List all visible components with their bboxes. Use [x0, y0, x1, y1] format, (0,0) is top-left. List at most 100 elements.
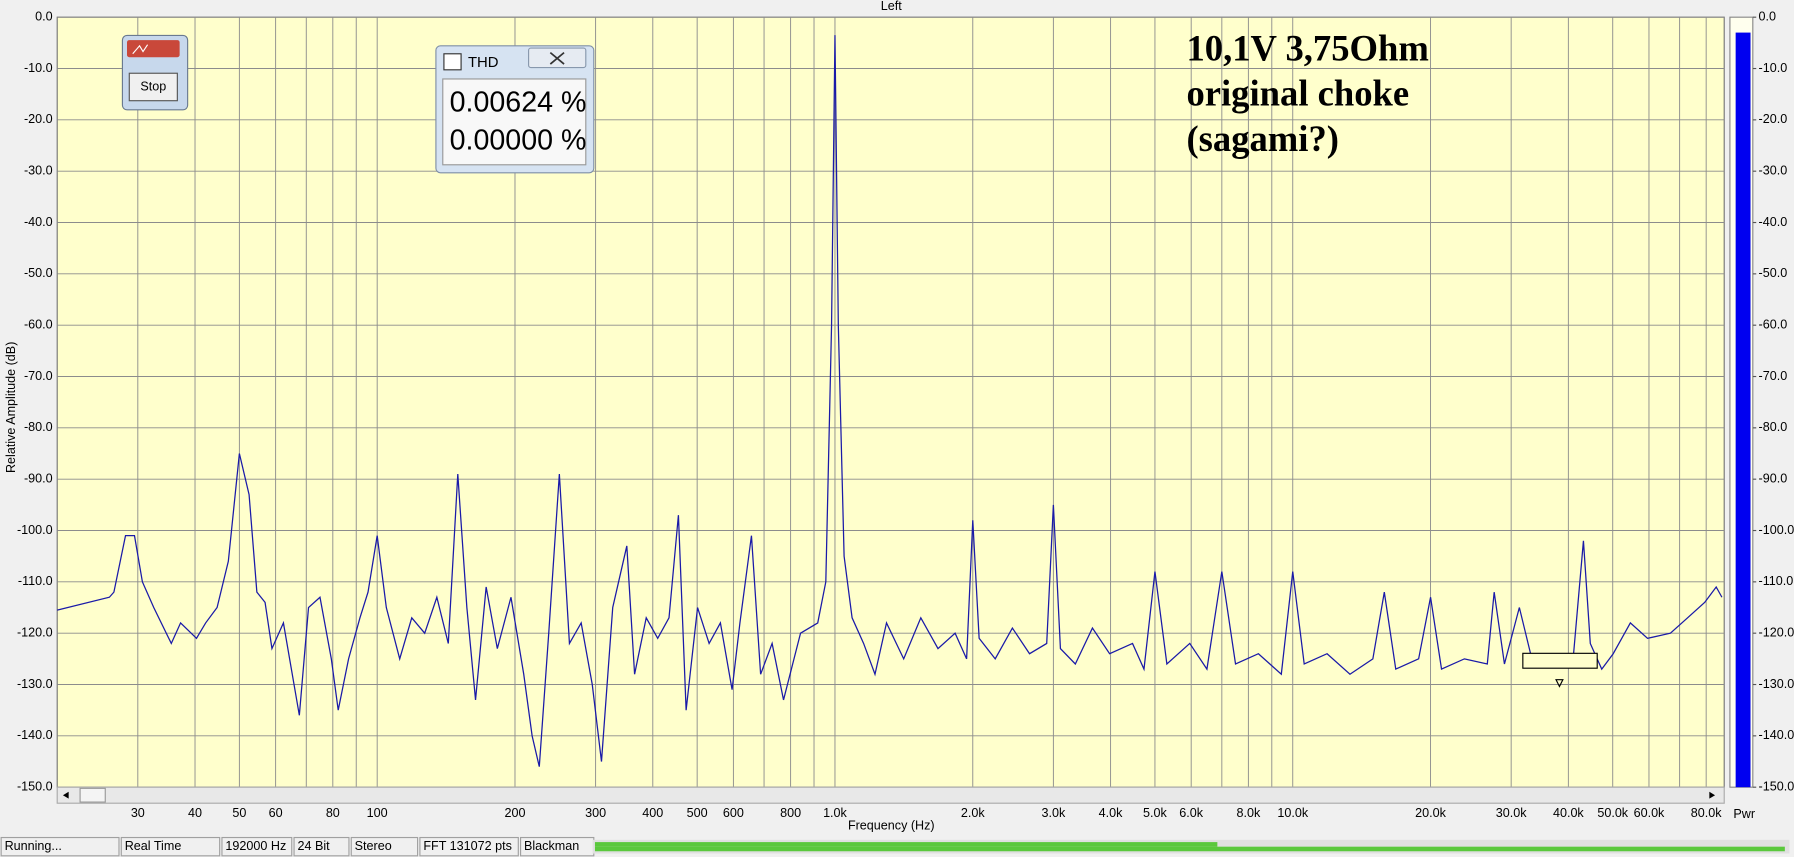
x-tick-label: 3.0k	[1041, 806, 1065, 820]
y-tick-label: -10.0	[24, 61, 53, 75]
annotation: (sagami?)	[1186, 118, 1339, 159]
x-tick-label: 200	[504, 806, 525, 820]
x-tick-label: 30	[131, 806, 145, 820]
annotation: 10,1V 3,75Ohm	[1186, 28, 1428, 69]
y2-tick-label: -20.0	[1759, 112, 1788, 126]
scrollbar[interactable]	[56, 786, 1725, 804]
x-tick-label: 4.0k	[1099, 806, 1123, 820]
x-tick-label: 60	[269, 806, 283, 820]
x-tick-label: 600	[723, 806, 744, 820]
spectrum-line	[57, 35, 1723, 767]
thd-value: 0.00624 %	[450, 87, 587, 119]
y-tick-label: -20.0	[24, 112, 53, 126]
x-tick-label: 800	[780, 806, 801, 820]
y-tick-label: -70.0	[24, 369, 53, 383]
y-tick-label: -110.0	[18, 574, 53, 588]
x-tick-label: 10.0k	[1277, 806, 1308, 820]
thd-value: 0.00000 %	[450, 124, 587, 156]
y-tick-label: -60.0	[24, 318, 53, 332]
y-tick-label: -120.0	[17, 626, 53, 640]
y-tick-label: -40.0	[24, 215, 53, 229]
marker-arrow	[1555, 679, 1564, 688]
x-tick-label: 300	[585, 806, 606, 820]
scroll-left[interactable]	[62, 791, 69, 799]
y2-tick-label: -110.0	[1759, 574, 1794, 588]
plot-area	[56, 16, 1725, 788]
status-text: Real Time	[125, 839, 182, 853]
x-tick-label: 2.0k	[961, 806, 985, 820]
meter-bar	[1735, 32, 1751, 788]
y-tick-label: -130.0	[17, 677, 53, 691]
x-tick-label: 80	[326, 806, 340, 820]
y-tick-label: -100.0	[17, 523, 53, 537]
status-text: 192000 Hz	[225, 839, 286, 853]
x-tick-label: 40.0k	[1553, 806, 1584, 820]
y2-tick-label: -100.0	[1759, 523, 1794, 537]
status-text: 24 Bit	[297, 839, 330, 853]
scroll-right[interactable]	[1709, 791, 1716, 799]
y2-tick-label: -70.0	[1759, 369, 1788, 383]
x-tick-label: 500	[687, 806, 708, 820]
x-tick-label: 100	[367, 806, 388, 820]
y2-tick-label: -150.0	[1759, 780, 1794, 794]
y-tick-label: 0.0	[35, 10, 53, 24]
status-text: Stereo	[355, 839, 392, 853]
y-tick-label: -90.0	[24, 472, 53, 486]
y2-tick-label: -80.0	[1759, 420, 1788, 434]
stop-label[interactable]: Stop	[140, 79, 166, 93]
y2-tick-label: 0.0	[1759, 10, 1777, 24]
x-tick-label: 400	[642, 806, 663, 820]
y-tick-label: -140.0	[17, 728, 53, 742]
y2-tick-label: -130.0	[1759, 677, 1794, 691]
plot	[57, 35, 1723, 767]
x-tick-label: 40	[188, 806, 202, 820]
y2-tick-label: -10.0	[1759, 61, 1788, 75]
stop-button[interactable]	[128, 72, 178, 102]
x-tick-label: 60.0k	[1634, 806, 1665, 820]
meter-label: Pwr	[1733, 807, 1755, 821]
status-text: Running...	[5, 839, 62, 853]
x-tick-label: 1.0k	[823, 806, 847, 820]
status-text: Blackman	[524, 839, 579, 853]
x-tick-label: 8.0k	[1236, 806, 1260, 820]
annotation: original choke	[1186, 72, 1409, 113]
y2-tick-label: -90.0	[1759, 472, 1788, 486]
scroll-thumb[interactable]	[79, 787, 106, 803]
level-bar	[594, 842, 1218, 847]
x-tick-label: 20.0k	[1415, 806, 1446, 820]
y2-tick-label: -120.0	[1759, 626, 1794, 640]
y-tick-label: -30.0	[24, 164, 53, 178]
marker-box	[1522, 652, 1598, 669]
y2-tick-label: -50.0	[1759, 266, 1788, 280]
chart-title: Left	[881, 0, 902, 13]
y-tick-label: -50.0	[24, 266, 53, 280]
x-tick-label: 30.0k	[1496, 806, 1527, 820]
x-tick-label: 50	[232, 806, 246, 820]
status-bar: Running... Real Time 192000 Hz 24 Bit Stereo…	[0, 836, 595, 857]
y2-tick-label: -60.0	[1759, 318, 1788, 332]
x-tick-label: 5.0k	[1143, 806, 1167, 820]
status-text: FFT 131072 pts	[423, 839, 512, 853]
status-cell	[221, 836, 293, 857]
x-tick-label: 80.0k	[1691, 806, 1722, 820]
status-cell	[0, 836, 120, 857]
y-tick-label: -150.0	[17, 780, 53, 794]
y2-tick-label: -140.0	[1759, 728, 1794, 742]
y2-tick-label: -30.0	[1759, 164, 1788, 178]
x-axis-label: Frequency (Hz)	[848, 818, 935, 832]
thd-title: THD	[468, 55, 499, 71]
thd-icon	[443, 53, 462, 71]
close-button[interactable]	[126, 40, 180, 58]
window-icon	[132, 44, 149, 55]
close-icon	[549, 51, 565, 65]
y2-tick-label: -40.0	[1759, 215, 1788, 229]
thd-display	[442, 78, 587, 166]
status-cell	[419, 836, 519, 857]
x-tick-label: 50.0k	[1597, 806, 1628, 820]
status-cell	[350, 836, 419, 857]
y-axis-label: Relative Amplitude (dB)	[4, 342, 18, 473]
status-cell	[120, 836, 221, 857]
x-tick-label: 6.0k	[1179, 806, 1203, 820]
y-tick-label: -80.0	[24, 420, 53, 434]
